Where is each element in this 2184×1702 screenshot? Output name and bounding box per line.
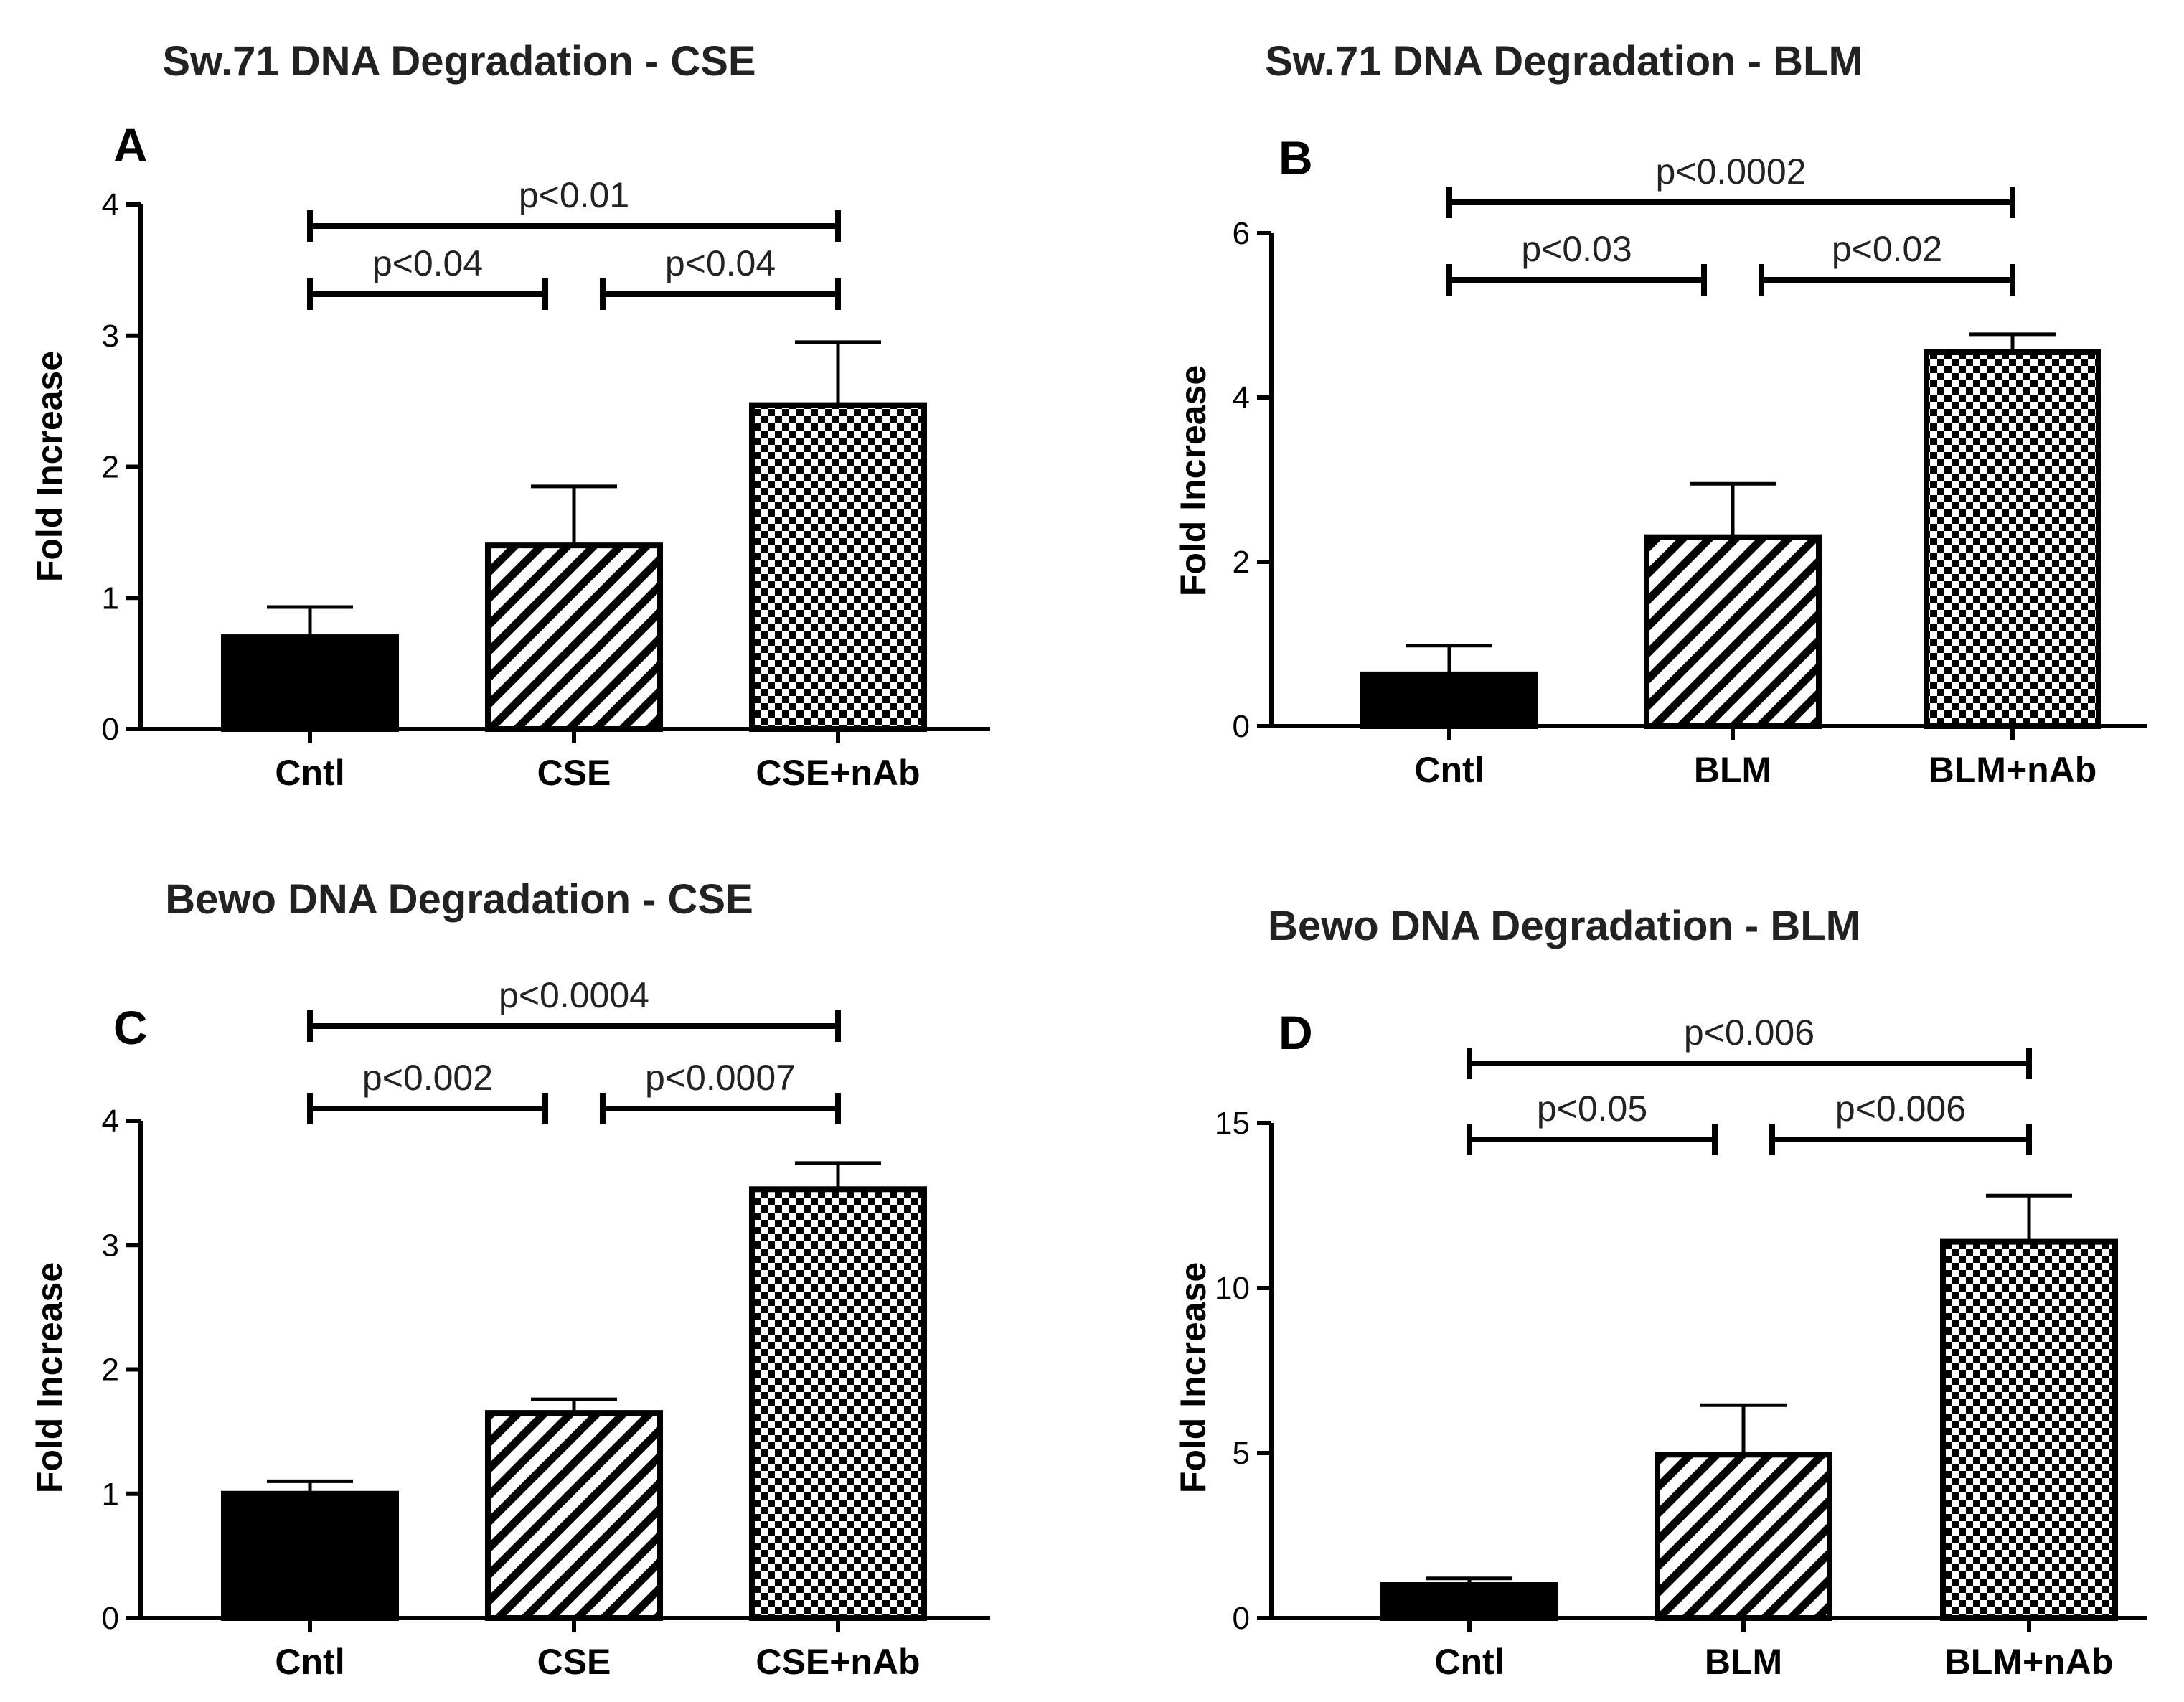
y-tick-label: 2 <box>102 1353 119 1388</box>
x-tick-label: Cntl <box>275 1642 344 1682</box>
y-tick-label: 0 <box>1233 709 1250 744</box>
panel-d: Bewo DNA Degradation - BLM D Fold Increa… <box>1173 903 2147 1682</box>
p-value-label: p<0.006 <box>1835 1089 1966 1129</box>
bar-blm <box>1655 1452 1832 1622</box>
bar-cse-nab <box>749 402 927 732</box>
bar-cntl <box>1360 671 1538 729</box>
panel-b: Sw.71 DNA Degradation - BLM B Fold Incre… <box>1173 38 2147 790</box>
bar-cntl <box>221 634 399 733</box>
bar-blm-nab <box>1924 349 2101 729</box>
y-tick-label: 5 <box>1233 1436 1250 1471</box>
chart-title: Sw.71 DNA Degradation - BLM <box>1265 38 1863 85</box>
x-tick-label: CSE <box>537 1642 611 1682</box>
x-tick-label: CSE+nAb <box>756 1642 920 1682</box>
plot-area: 0 1 2 3 4 Cntl CSE CSE+nAb p<0.002 p<0.0007 p<0.00… <box>102 975 990 1682</box>
p-value-label: p<0.03 <box>1521 229 1632 269</box>
y-tick-label: 4 <box>1233 380 1250 415</box>
bar-blm <box>1644 534 1822 730</box>
panel-a: Sw.71 DNA Degradation - CSE A Fold Incre… <box>29 38 990 793</box>
panel-c: Bewo DNA Degradation - CSE C Fold Increa… <box>29 876 990 1682</box>
bar-cse <box>485 542 663 733</box>
bar-cse <box>485 1410 663 1621</box>
y-tick-label: 2 <box>102 450 119 485</box>
y-tick-label: 1 <box>102 580 119 616</box>
x-tick-label: CSE+nAb <box>756 753 920 793</box>
y-axis-label: Fold Increase <box>1173 365 1213 596</box>
y-axis-label: Fold Increase <box>29 1262 70 1493</box>
y-tick-label: 15 <box>1215 1106 1250 1141</box>
plot-area: 0 1 2 3 4 Cntl CSE CSE+nAb p<0.04 p<0.04 p<0.01 <box>102 175 990 793</box>
y-axis-label: Fold Increase <box>1173 1262 1213 1493</box>
panel-letter: C <box>113 1001 148 1054</box>
x-tick-label: CSE <box>537 753 611 793</box>
y-tick-label: 4 <box>102 187 119 222</box>
x-tick-label: Cntl <box>1414 750 1484 790</box>
panel-letter: B <box>1279 131 1313 184</box>
y-tick-label: 0 <box>102 712 119 747</box>
plot-area: 0 2 4 6 Cntl BLM BLM+nAb p<0.03 p<0.02 p<0.0002 <box>1233 151 2147 790</box>
x-tick-label: Cntl <box>275 753 344 793</box>
x-tick-label: BLM <box>1694 750 1771 790</box>
y-tick-label: 10 <box>1215 1271 1250 1306</box>
x-tick-label: Cntl <box>1434 1642 1504 1682</box>
y-tick-label: 6 <box>1233 216 1250 251</box>
bar-cntl <box>221 1490 399 1621</box>
x-tick-label: BLM <box>1705 1642 1782 1682</box>
panel-letter: D <box>1279 1006 1313 1059</box>
p-value-label: p<0.0002 <box>1656 151 1807 192</box>
chart-title: Sw.71 DNA Degradation - CSE <box>162 38 756 85</box>
p-value-label: p<0.002 <box>362 1058 493 1098</box>
panel-letter: A <box>113 118 148 171</box>
y-tick-label: 1 <box>102 1477 119 1512</box>
plot-area: 0 5 10 15 Cntl BLM BLM+nAb p<0.05 p<0.006 p<0.006 <box>1215 1012 2147 1682</box>
p-value-label: p<0.05 <box>1537 1089 1647 1129</box>
chart-title: Bewo DNA Degradation - CSE <box>165 876 753 923</box>
y-tick-label: 2 <box>1233 545 1250 580</box>
y-tick-label: 0 <box>1233 1601 1250 1636</box>
chart-title: Bewo DNA Degradation - BLM <box>1268 903 1860 949</box>
p-value-label: p<0.0007 <box>645 1058 796 1098</box>
p-value-label: p<0.04 <box>665 243 776 283</box>
x-tick-label: BLM+nAb <box>1929 750 2097 790</box>
p-value-label: p<0.04 <box>372 243 483 283</box>
y-tick-label: 3 <box>102 1228 119 1263</box>
x-tick-label: BLM+nAb <box>1945 1642 2114 1682</box>
p-value-label: p<0.0004 <box>499 975 649 1015</box>
p-value-label: p<0.006 <box>1684 1012 1814 1053</box>
bar-blm-nab <box>1940 1238 2118 1621</box>
bar-cntl <box>1380 1582 1558 1621</box>
y-tick-label: 4 <box>102 1104 119 1139</box>
bar-cse-nab <box>749 1186 927 1621</box>
y-tick-label: 0 <box>102 1601 119 1636</box>
p-value-label: p<0.01 <box>519 175 629 215</box>
p-value-label: p<0.02 <box>1832 229 1942 269</box>
y-axis-label: Fold Increase <box>29 351 70 582</box>
y-tick-label: 3 <box>102 319 119 354</box>
